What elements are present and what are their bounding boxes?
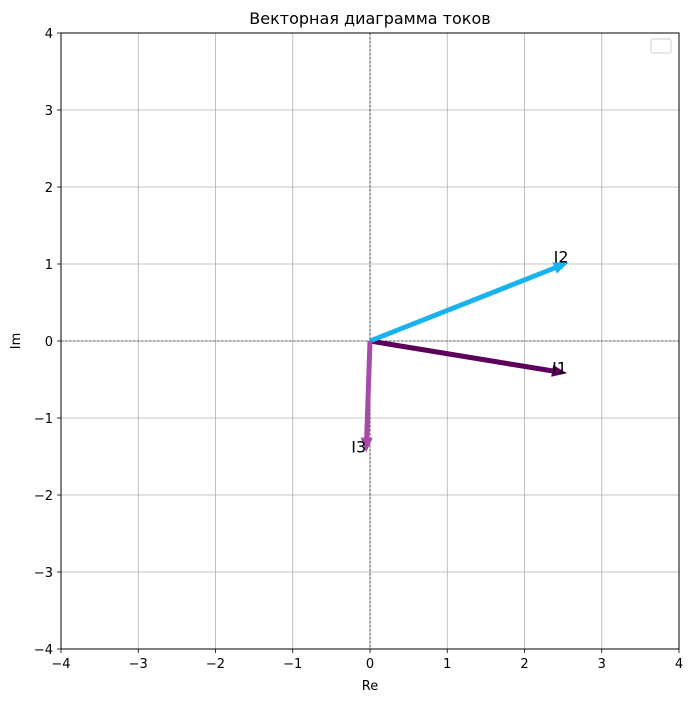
legend-box [650, 38, 672, 54]
vector-label-i3: I3 [351, 438, 366, 457]
y-tick-label: 3 [45, 104, 53, 119]
x-tick-label: −4 [51, 657, 70, 672]
y-tick-label: 0 [45, 335, 53, 350]
vector-arrow-i1 [369, 338, 567, 377]
y-tick-label: −3 [34, 566, 53, 581]
vector-arrow-i3 [360, 340, 373, 453]
vector-label-i2: I2 [554, 247, 569, 266]
vectors: I1 I2 I3 [351, 247, 568, 456]
y-tick-label: −4 [34, 643, 53, 658]
x-tick-label: 0 [366, 657, 374, 672]
x-axis-ticks: −4 −3 −2 −1 0 1 2 3 4 [51, 649, 683, 672]
y-tick-label: 4 [45, 27, 53, 42]
x-tick-label: −3 [129, 657, 148, 672]
y-tick-label: −1 [34, 412, 53, 427]
x-tick-label: 1 [443, 657, 451, 672]
x-tick-label: 3 [598, 657, 606, 672]
y-axis-ticks: −4 −3 −2 −1 0 1 2 3 4 [34, 27, 61, 658]
vector-label-i1: I1 [552, 358, 567, 377]
x-tick-label: −1 [283, 657, 302, 672]
x-tick-label: −2 [206, 657, 225, 672]
y-tick-label: 2 [45, 181, 53, 196]
y-axis-label: Im [9, 333, 24, 350]
vector-i3: I3 [351, 340, 373, 457]
y-tick-label: −2 [34, 489, 53, 504]
vector-i1: I1 [369, 338, 567, 377]
x-tick-label: 4 [675, 657, 683, 672]
chart-title: Векторная диаграмма токов [249, 9, 490, 28]
x-axis-label: Re [362, 679, 378, 694]
vector-arrow-i2 [369, 262, 569, 344]
legend [650, 38, 672, 54]
vector-i2: I2 [369, 247, 569, 344]
y-tick-label: 1 [45, 258, 53, 273]
x-tick-label: 2 [520, 657, 528, 672]
